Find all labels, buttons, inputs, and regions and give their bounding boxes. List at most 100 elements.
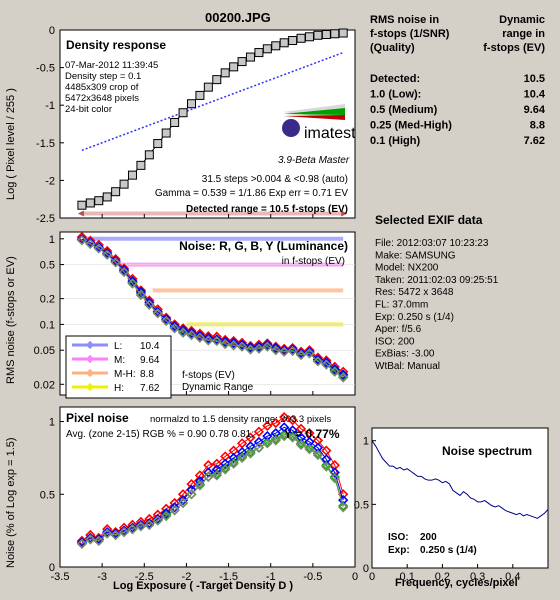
pixel-noise-point-g [161, 509, 172, 520]
noise-point-y [312, 356, 324, 367]
legend-marker [85, 368, 95, 378]
noise-point-b [236, 339, 248, 350]
density-point [321, 30, 331, 40]
exif-line: WtBal: Manual [375, 361, 440, 372]
spectrum-title: Noise spectrum [442, 444, 532, 458]
noise-point-b [253, 341, 265, 352]
density-point [296, 33, 306, 43]
density-point [220, 68, 230, 78]
pixel-noise-point-r [76, 535, 88, 546]
pixel-noise-title: Pixel noise [66, 411, 129, 425]
pixel-noise-point-y [253, 442, 265, 453]
pixel-noise-xtick-label: -3 [97, 571, 107, 583]
noise-point-b [295, 348, 307, 359]
density-ytick-label: -1 [45, 100, 55, 112]
pixel-noise-point-r [270, 417, 281, 429]
dr-row-label: 0.25 (Med-High) [370, 120, 452, 132]
pixel-noise-point-y [203, 471, 214, 482]
noise-point-b [102, 247, 113, 259]
noise-point-y [152, 308, 163, 319]
noise-point-b [135, 286, 147, 297]
noise-point-b [262, 339, 273, 350]
exif-line: ISO: 200 [375, 336, 415, 347]
pixel-noise-point-g [304, 442, 315, 453]
noise-point-r [262, 338, 273, 349]
density-point [170, 117, 180, 127]
density-title: Density response [66, 38, 166, 52]
pixel-noise-point-b [329, 467, 340, 478]
density-point [237, 57, 247, 67]
noise-point-g [338, 370, 349, 382]
pixel-noise-point-g [287, 430, 298, 442]
pixel-noise-point-y [85, 534, 96, 545]
density-info-line: 4485x309 crop of [65, 82, 139, 93]
noise-point-r [279, 343, 290, 354]
spectrum-exp-value: 0.250 s (1/4) [420, 545, 477, 556]
dr-row-value: 10.5 [524, 73, 545, 85]
pixel-noise-point-y [262, 438, 273, 449]
pixel-noise-point-y [304, 444, 315, 455]
exif-line: Make: SAMSUNG [375, 250, 456, 261]
spectrum-xtick-label: 0.4 [505, 571, 520, 583]
legend-marker [85, 340, 95, 350]
noise-point-y [329, 366, 340, 377]
spectrum-xtick-label: 0.2 [435, 571, 450, 583]
legend-value: 7.62 [140, 383, 160, 394]
density-point [85, 198, 95, 208]
exif-line: FL: 37.0mm [375, 300, 428, 311]
pixel-noise-xtick-label: -3.5 [51, 571, 70, 583]
spectrum-ytick-label: 0.5 [354, 499, 369, 511]
noise-point-y [228, 340, 239, 351]
pixel-noise-point-g [220, 462, 231, 474]
noise-chart: 1 0.5 0.2 0.1 0.05 0.02 Noise: R, G, B, Y (Lu… [5, 231, 356, 399]
noise-point-y [338, 372, 349, 383]
spectrum-xtick-label: 0.3 [470, 571, 485, 583]
pixel-noise-point-b [161, 508, 172, 519]
pixel-noise-point-r [262, 420, 273, 432]
pixel-noise-point-r [279, 412, 290, 423]
pixel-noise-point-b [228, 452, 239, 464]
pixel-noise-point-y [228, 458, 239, 469]
exif-line: Exp: 0.250 s (1/4) [375, 312, 454, 323]
noise-point-y [287, 345, 298, 357]
noise-spectrum-chart: 1 0.5 00 0.1 0.2 0.3 0.4 Noise spectrum ISO: 2… [354, 427, 549, 589]
exif-line: ExBias: -3.00 [375, 349, 435, 360]
noise-point-y [211, 335, 222, 347]
noise-point-y [186, 330, 197, 341]
noise-ytick-label: 0.5 [40, 260, 55, 272]
pixel-noise-point-g [279, 429, 290, 440]
noise-point-y [169, 323, 180, 334]
pixel-noise-point-y [177, 497, 189, 509]
noise-point-b [76, 234, 88, 245]
density-ytick-label: -2.5 [36, 213, 55, 225]
pixel-noise-point-b [76, 537, 88, 548]
pixel-noise-chart: 1 0.5 0 -3.5 -3 -2.5 -2 -1.5 -1 -0.5 0 Pixel nois… [5, 406, 358, 592]
spectrum-xlabel: Frequency, cycles/pixel [395, 577, 518, 589]
noise-subtitle: in f-stops (EV) [282, 256, 345, 267]
pixel-noise-point-b [220, 458, 231, 469]
pixel-noise-point-g [270, 433, 281, 445]
density-point [111, 187, 121, 197]
noise-point-r [287, 342, 298, 354]
pixel-noise-point-y [236, 452, 248, 464]
pixel-noise-point-r [186, 478, 197, 490]
density-ytick-label: 0 [49, 25, 55, 37]
pixel-noise-xtick-label: -0.5 [303, 571, 322, 583]
pixel-noise-point-y [110, 529, 121, 541]
density-point [161, 128, 171, 138]
noise-point-y [295, 349, 307, 361]
legend-value: 9.64 [140, 355, 160, 366]
noise-point-y [76, 235, 88, 246]
noise-point-r [85, 235, 96, 246]
density-ytick-label: -0.5 [36, 63, 55, 75]
gamma-fit-line [81, 51, 344, 152]
dr-header-right: Dynamic [499, 14, 545, 26]
detected-range-arrow-right [341, 210, 348, 217]
noise-point-y [102, 249, 113, 260]
exif-block: Selected EXIF data File: 2012:03:07 10:2… [375, 213, 499, 372]
noise-ytick-label: 0.02 [34, 379, 55, 391]
pixel-noise-point-y [135, 521, 147, 532]
noise-point-r [304, 345, 315, 356]
legend-note-1: f-stops (EV) [182, 370, 235, 381]
logo-text: imatest [304, 125, 356, 142]
